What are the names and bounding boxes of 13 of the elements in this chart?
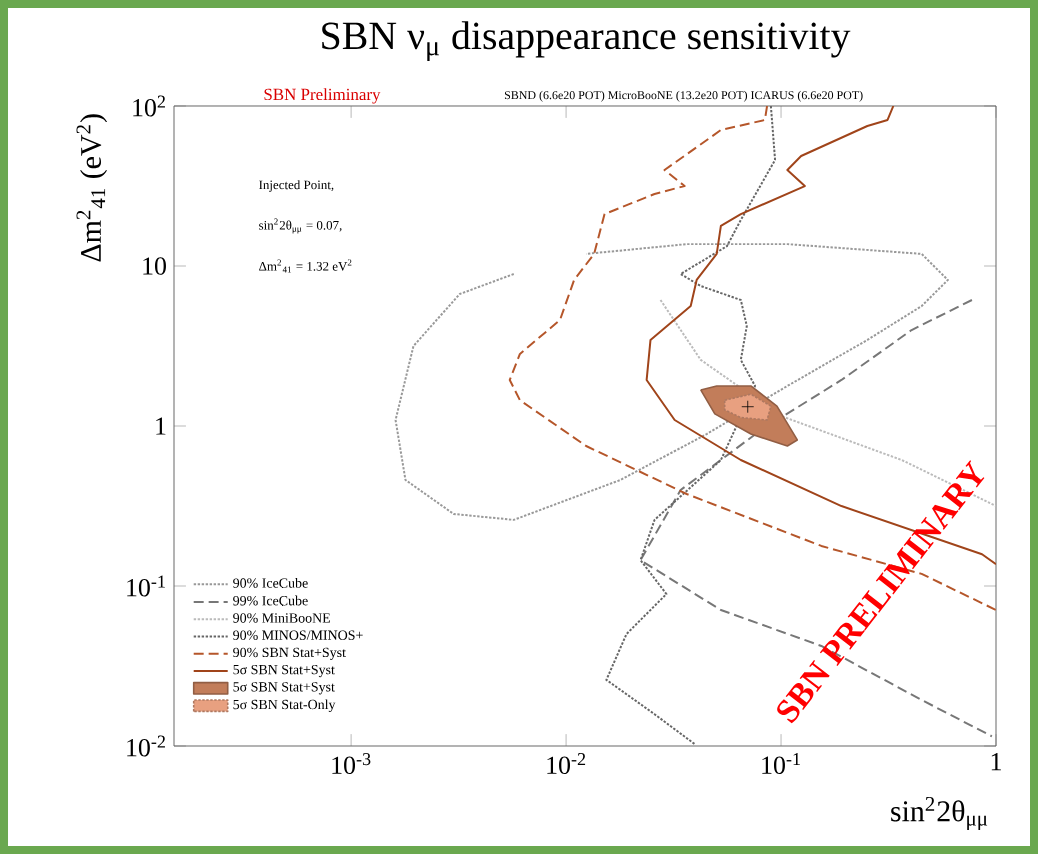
y-axis-title: Δm$^{2}$$_{41}$ (eV$^{2}$) [76,114,108,262]
x-tick-label: 10$^{-3}$ [332,753,371,774]
x-tick-label: 10$^{-2}$ [547,753,586,774]
x-tick-label: 10$^{-1}$ [762,753,800,774]
text: SBN Preliminary [264,88,381,104]
y-tick-label: 10$^{-2}$ [127,735,165,757]
chart-title: SBN ν$_{μ}$ disappearance sensitivity [322,21,851,62]
x-tick-label: 1 [991,753,1001,771]
y-tick-label: 10 [143,257,166,275]
y-tick-label: 1 [156,417,166,435]
y-tick-label: 10$^{-1}$ [127,575,165,597]
y-tick-label: 10$^{2}$ [133,95,165,117]
x-axis-title: sin$^{2}$2θ$_{μμ}$ [891,796,988,830]
